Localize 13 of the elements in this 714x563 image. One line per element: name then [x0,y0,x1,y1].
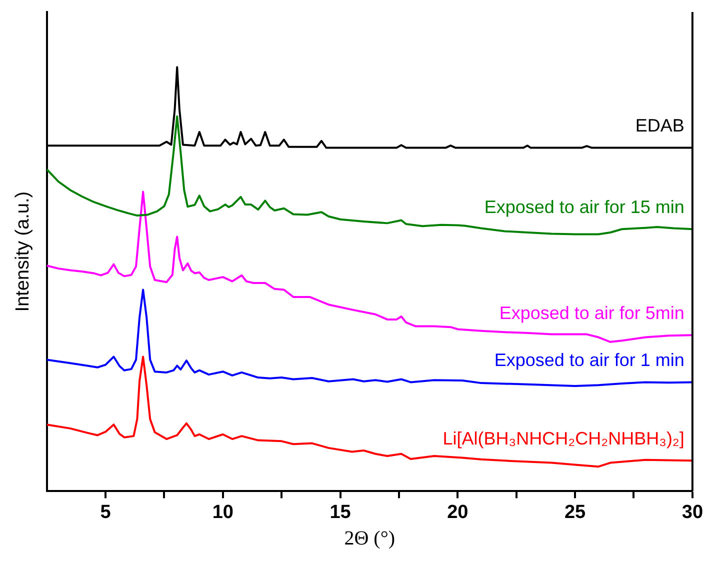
x-axis-title: 2Θ (°) [344,527,395,550]
series-label: Li[Al(BH₃NHCH₂CH₂NHBH₃)₂] [442,428,684,449]
x-tick-label: 25 [564,502,586,523]
x-tick-label: 15 [330,502,352,523]
x-tick-label: 20 [447,502,468,523]
y-axis-title: Intensity (a.u.) [12,191,34,312]
x-tick-label: 5 [100,502,112,523]
series-label: EDAB [635,116,684,136]
series-label: Exposed to air for 5min [499,303,684,324]
x-tick-label: 30 [682,502,704,523]
series-label: Exposed to air for 1 min [494,350,684,370]
x-tick-label: 10 [212,502,234,523]
series-label: Exposed to air for 15 min [484,197,684,218]
